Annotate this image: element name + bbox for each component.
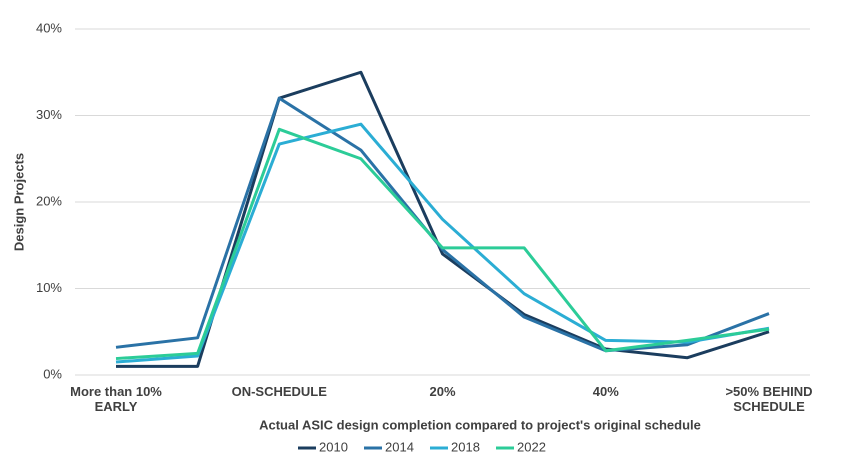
x-tick-label: More than 10% EARLY: [70, 384, 162, 414]
x-tick-label: >50% BEHIND SCHEDULE: [725, 384, 813, 414]
legend-label: 2014: [385, 439, 414, 454]
y-axis-title: Design Projects: [11, 153, 26, 251]
y-tick-label: 20%: [36, 193, 62, 208]
y-tick-label: 30%: [36, 107, 62, 122]
series-line: [115, 122, 770, 364]
y-tick-label: 0%: [43, 366, 62, 381]
legend-label: 2018: [451, 439, 480, 454]
x-tick-label: ON-SCHEDULE: [231, 384, 327, 399]
legend-label: 2010: [319, 439, 348, 454]
x-tick-label: 20%: [429, 384, 456, 399]
series-line: [115, 127, 770, 361]
y-tick-label: 40%: [36, 20, 62, 35]
x-tick-label: 40%: [592, 384, 619, 399]
legend-label: 2022: [517, 439, 546, 454]
y-tick-label: 10%: [36, 280, 62, 295]
series-line: [115, 96, 770, 353]
x-axis-title: Actual ASIC design completion compared t…: [259, 417, 701, 432]
